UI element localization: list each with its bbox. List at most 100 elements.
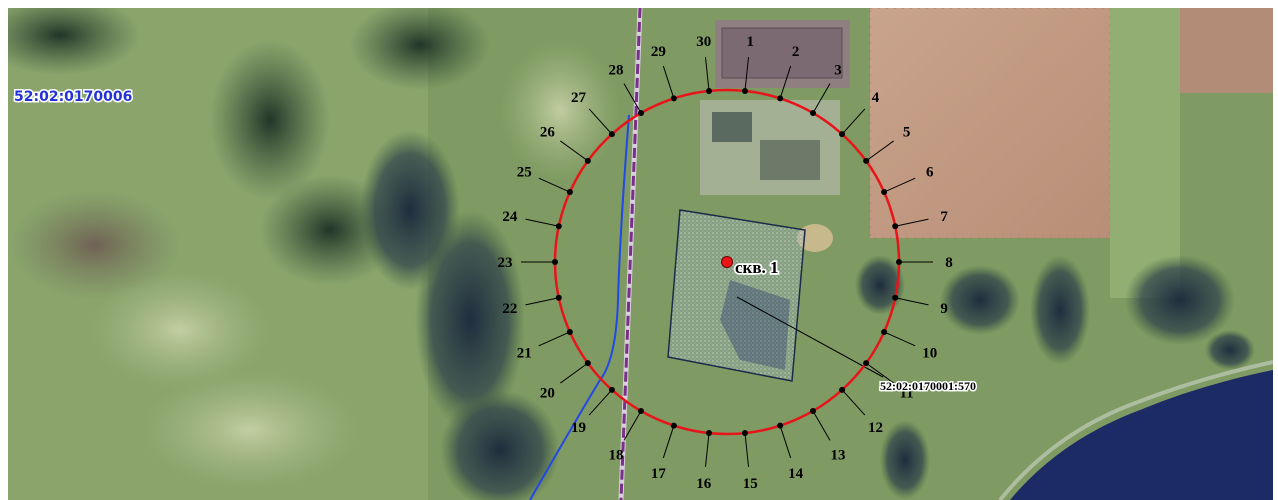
- plowed-field: [870, 8, 1110, 238]
- ring-point-4[interactable]: [839, 131, 846, 138]
- farmstead: [700, 20, 850, 252]
- ring-point-leader-7: [895, 218, 929, 227]
- ring-point-leader-2: [779, 65, 792, 99]
- ring-point-label-8: 8: [945, 255, 953, 271]
- ring-point-label-20: 20: [540, 385, 555, 401]
- ring-point-9[interactable]: [892, 294, 899, 301]
- ring-point-label-30: 30: [696, 34, 711, 50]
- map-canvas[interactable]: 1234567891011121314151617181920212223242…: [8, 8, 1273, 500]
- woodland-patch: [940, 265, 1020, 335]
- ring-point-label-22: 22: [502, 301, 517, 317]
- ring-point-leader-27: [588, 108, 613, 135]
- ring-point-7[interactable]: [892, 223, 899, 230]
- ring-point-label-15: 15: [743, 476, 758, 492]
- ring-point-label-27: 27: [571, 90, 587, 106]
- ring-point-label-12: 12: [868, 420, 883, 436]
- plowed-field-right: [1180, 8, 1273, 93]
- ring-point-label-29: 29: [651, 44, 666, 60]
- ring-point-8[interactable]: [896, 259, 902, 265]
- ring-point-29[interactable]: [670, 95, 677, 102]
- ring-point-leader-22: [525, 297, 559, 306]
- ring-point-leader-20: [560, 362, 589, 384]
- ring-point-28[interactable]: [638, 110, 644, 117]
- woodland-patch: [500, 40, 620, 180]
- ring-point-21[interactable]: [566, 328, 573, 335]
- ring-point-leader-25: [538, 177, 571, 193]
- cadastral-block-label[interactable]: 52:02:0170006: [14, 89, 132, 105]
- woodland-patch: [415, 210, 525, 430]
- ring-point-22[interactable]: [555, 294, 562, 301]
- ring-point-23[interactable]: [552, 259, 558, 265]
- parcel-leader-line: [736, 296, 884, 378]
- ring-point-leader-19: [588, 389, 613, 416]
- woodland-patch: [350, 8, 490, 90]
- ring-point-label-7: 7: [940, 209, 948, 225]
- ring-point-25[interactable]: [566, 189, 573, 196]
- ring-point-30[interactable]: [706, 87, 713, 94]
- ring-point-27[interactable]: [608, 131, 615, 138]
- cadastral-block-label-halo: 52:02:0170006: [14, 89, 132, 105]
- woodland-patch: [1030, 255, 1090, 365]
- ring-point-1[interactable]: [741, 87, 748, 94]
- ring-point-leader-12: [841, 389, 866, 416]
- ring-point-label-11: 11: [900, 385, 914, 401]
- meadow-right: [1110, 8, 1180, 298]
- ring-point-label-14: 14: [788, 466, 804, 482]
- ring-point-label-18: 18: [609, 447, 624, 463]
- ring-point-6[interactable]: [881, 189, 888, 196]
- parcel-polygon[interactable]: [667, 209, 806, 382]
- ring-point-14[interactable]: [777, 422, 784, 429]
- lake-shore: [998, 360, 1273, 500]
- ring-point-leader-10: [883, 331, 916, 347]
- ring-point-11[interactable]: [863, 360, 870, 367]
- ring-point-leader-6: [883, 177, 916, 193]
- ring-point-leader-28: [623, 83, 642, 114]
- ring-point-label-21: 21: [517, 345, 532, 361]
- woodland-patch: [210, 40, 330, 200]
- woodland-patch: [1125, 255, 1235, 345]
- parcel-id-label-halo: 52:02:0170001:570: [880, 379, 976, 393]
- ring-point-leader-4: [841, 108, 866, 135]
- ring-point-13[interactable]: [810, 407, 816, 414]
- plowed-field-stripe: [869, 8, 1111, 239]
- ring-point-label-3: 3: [834, 63, 842, 79]
- ring-point-15[interactable]: [741, 430, 748, 437]
- woodland-patch: [855, 255, 905, 315]
- ring-point-2[interactable]: [777, 95, 784, 102]
- ring-point-label-26: 26: [540, 125, 556, 141]
- ring-point-19[interactable]: [608, 386, 615, 393]
- ring-point-label-17: 17: [651, 466, 667, 482]
- ring-point-leader-24: [525, 218, 559, 227]
- ring-point-20[interactable]: [584, 360, 591, 367]
- ring-point-18[interactable]: [638, 407, 644, 414]
- woodland-patch: [880, 420, 930, 500]
- ring-point-leader-16: [704, 433, 710, 467]
- well-marker[interactable]: [721, 256, 733, 268]
- ring-point-leader-21: [538, 331, 571, 347]
- ring-point-label-24: 24: [502, 209, 518, 225]
- satellite-map[interactable]: 1 2 3 4 5 6 7 8 9 10 11 12 13 14 15 16 17 18 19 20 21 22 23 24 2…: [8, 8, 1273, 500]
- ring-point-5[interactable]: [863, 157, 870, 164]
- woodland-patch: [10, 190, 180, 300]
- ring-point-leader-1: [744, 57, 750, 91]
- ring-point-label-5: 5: [903, 125, 911, 141]
- ring-point-leader-18: [623, 410, 642, 441]
- ring-point-12[interactable]: [839, 386, 846, 393]
- ring-point-17[interactable]: [670, 422, 677, 429]
- ring-point-24[interactable]: [555, 223, 562, 230]
- ring-point-leader-3: [812, 83, 831, 114]
- ring-point-label-10: 10: [922, 345, 937, 361]
- well-label-halo: скв. 1: [735, 258, 779, 277]
- ring-point-26[interactable]: [584, 157, 591, 164]
- road-track: [619, 8, 642, 500]
- ring-point-label-2: 2: [792, 44, 800, 60]
- lake: [1010, 370, 1273, 500]
- ring-point-3[interactable]: [810, 110, 816, 117]
- ring-point-leader-26: [560, 140, 589, 162]
- woodland-patch: [90, 270, 270, 390]
- ring-point-leader-30: [704, 57, 710, 91]
- ring-point-10[interactable]: [881, 328, 888, 335]
- parcel-id-label: 52:02:0170001:570: [880, 379, 976, 393]
- ring-point-16[interactable]: [706, 430, 713, 437]
